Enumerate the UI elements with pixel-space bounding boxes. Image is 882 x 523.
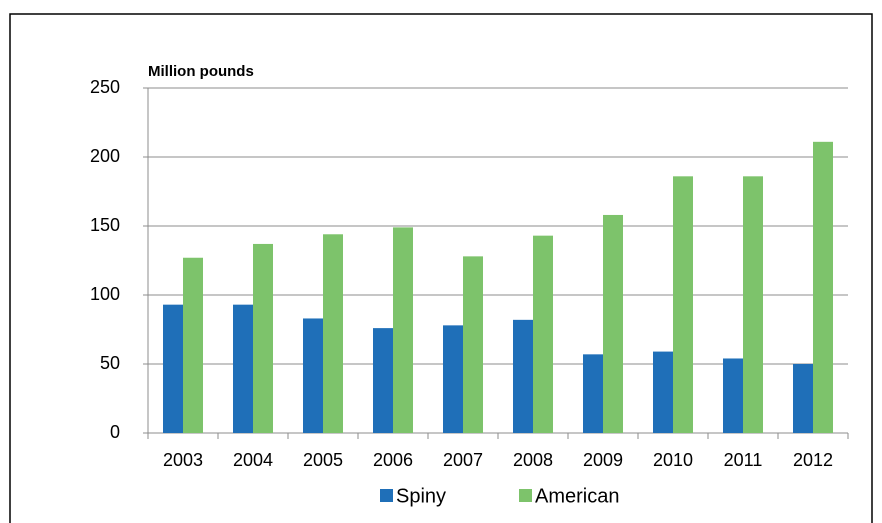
bar [723,358,743,433]
bar [393,227,413,433]
y-tick-label: 0 [110,422,120,442]
bar [533,235,553,433]
y-tick-label: 100 [90,284,120,304]
y-tick-label: 50 [100,353,120,373]
x-tick-label: 2006 [373,450,413,470]
legend-label: Spiny [396,485,446,507]
bar [793,364,813,433]
bar [813,141,833,433]
bar [233,304,253,433]
bar [303,318,323,433]
x-tick-label: 2009 [583,450,623,470]
bar [463,256,483,433]
y-tick-label: 200 [90,146,120,166]
x-tick-label: 2004 [233,450,273,470]
y-tick-label: 150 [90,215,120,235]
x-tick-label: 2010 [653,450,693,470]
x-tick-label: 2011 [724,450,763,470]
bar [603,214,623,433]
x-tick-label: 2003 [163,450,203,470]
y-axis-label: Million pounds [148,63,254,80]
bar [183,257,203,433]
x-tick-label: 2005 [303,450,343,470]
legend-swatch [519,489,532,502]
x-tick-label: 2012 [793,450,833,470]
y-tick-label: 250 [90,77,120,97]
x-tick-label: 2007 [443,450,483,470]
bar [323,234,343,433]
bar [373,328,393,433]
bar [743,176,763,433]
bar [163,304,183,433]
legend-swatch [380,489,393,502]
frame [9,13,873,523]
bar [513,319,533,433]
bar [673,176,693,433]
bar [653,351,673,433]
bar [443,325,463,433]
bar [253,243,273,433]
legend-label: American [535,485,619,507]
x-tick-label: 2008 [513,450,553,470]
bar [583,354,603,433]
